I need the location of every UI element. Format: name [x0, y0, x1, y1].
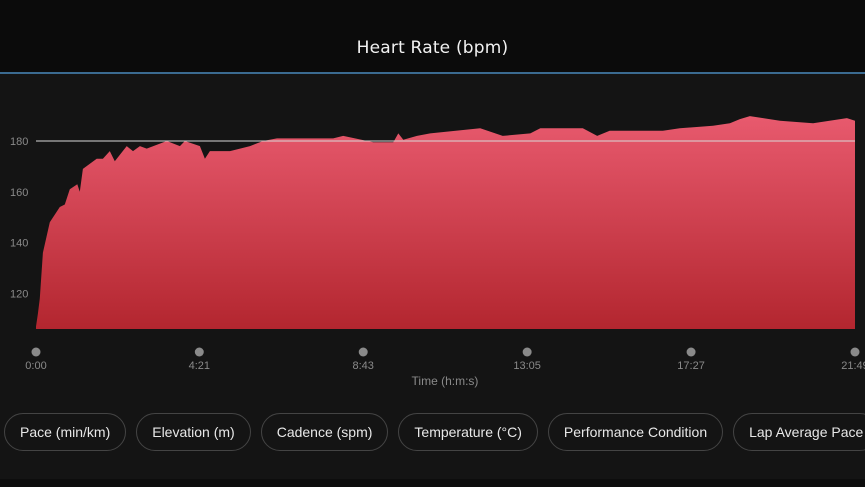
x-tick-label: 0:00 — [25, 360, 46, 372]
heart-rate-area — [36, 116, 855, 329]
temperature-button[interactable]: Temperature (°C) — [398, 413, 538, 451]
y-tick-label: 180 — [10, 136, 28, 148]
x-tick-label: 21:49 — [841, 360, 865, 372]
x-tick-label: 13:05 — [513, 360, 541, 372]
metric-selector: Pace (min/km) Elevation (m) Cadence (spm… — [4, 413, 865, 451]
x-tick-marker[interactable] — [686, 347, 696, 357]
chart-title: Heart Rate (bpm) — [356, 38, 509, 58]
cadence-button[interactable]: Cadence (spm) — [260, 413, 389, 451]
performance-condition-button[interactable]: Performance Condition — [547, 413, 724, 451]
chart-header: Heart Rate (bpm) — [0, 0, 865, 74]
bottom-bar — [0, 479, 865, 487]
x-axis-label: Time (h:m:s) — [412, 374, 479, 388]
x-tick-marker[interactable] — [850, 347, 860, 357]
x-tick-marker[interactable] — [358, 347, 368, 357]
elevation-button[interactable]: Elevation (m) — [136, 413, 251, 451]
lap-average-pace-button[interactable]: Lap Average Pace — [733, 413, 865, 451]
x-tick-label: 17:27 — [677, 360, 705, 372]
heart-rate-chart: 120 140 160 180 0:00 4:21 8:43 13:05 17:27 21:49… — [10, 116, 865, 388]
y-tick-label: 120 — [10, 288, 28, 300]
x-tick-marker[interactable] — [31, 347, 41, 357]
x-tick-marker[interactable] — [522, 347, 532, 357]
y-tick-label: 140 — [10, 238, 28, 250]
x-tick-marker[interactable] — [194, 347, 204, 357]
x-tick-label: 4:21 — [189, 360, 210, 372]
y-tick-label: 160 — [10, 187, 28, 199]
pace-button[interactable]: Pace (min/km) — [4, 413, 127, 451]
x-tick-label: 8:43 — [353, 360, 374, 372]
